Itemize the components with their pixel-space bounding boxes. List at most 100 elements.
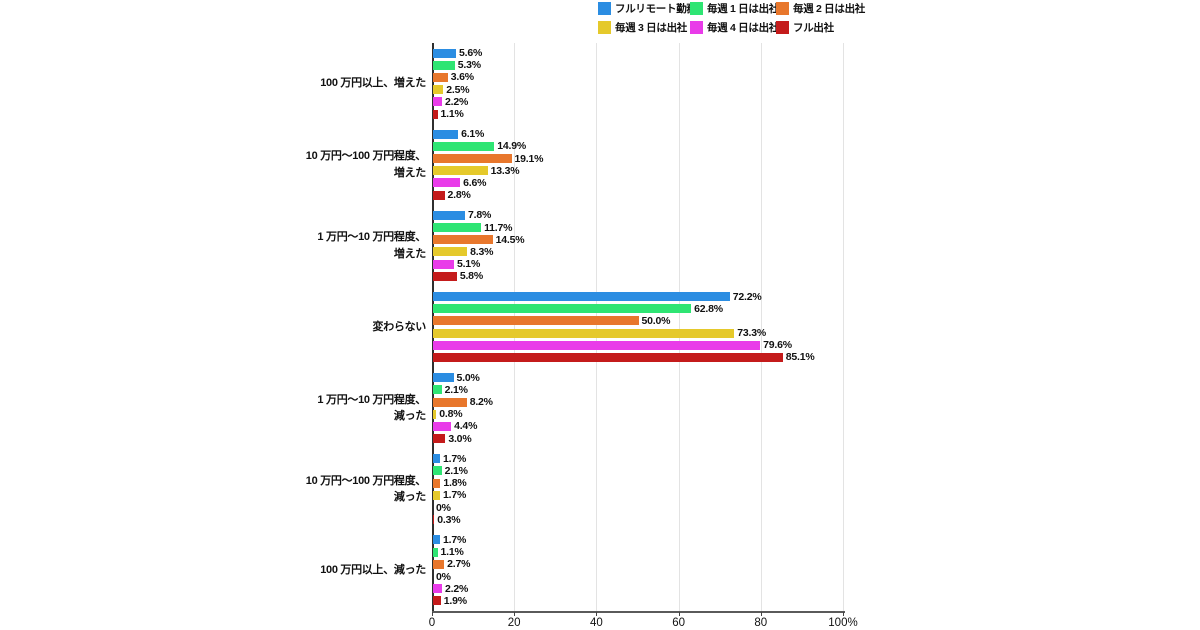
legend: フルリモート勤務 毎週 1 日は出社 毎週 2 日は出社 毎週 3 日は出社 毎週 4 … — [598, 1, 865, 35]
x-tick-label: 60 — [672, 617, 685, 629]
bar-value-label: 2.7% — [447, 558, 471, 571]
bar-value-label: 0.8% — [439, 408, 463, 421]
bar-group: 6.1% 14.9% 19.1% 13.3% 6.6% 2.8% — [433, 124, 984, 205]
legend-swatch — [598, 21, 611, 34]
bar-value-label: 85.1% — [785, 351, 815, 364]
bar-value-label: 14.5% — [495, 233, 525, 246]
bar-value-label: 1.9% — [443, 594, 467, 607]
bar — [433, 48, 457, 58]
legend-label: 毎週 2 日は出社 — [793, 3, 865, 15]
bar-row: 2.8% — [433, 189, 984, 201]
bar — [433, 409, 437, 419]
bar-row: 1.8% — [433, 477, 984, 489]
bar-value-label: 7.8% — [468, 209, 492, 222]
legend-item: 毎週 2 日は出社 — [776, 1, 865, 16]
bar-row: 62.8% — [433, 303, 984, 315]
bar — [433, 235, 493, 245]
category-label: 100 万円以上、増えた — [86, 43, 426, 124]
bar — [433, 292, 730, 302]
bar-value-label: 0% — [436, 570, 451, 583]
bar-row: 19.1% — [433, 153, 984, 165]
gridline — [843, 43, 844, 611]
bar-row: 79.6% — [433, 339, 984, 351]
bar — [433, 109, 438, 119]
bar-value-label: 72.2% — [732, 290, 762, 303]
bar-value-label: 8.2% — [469, 396, 493, 409]
axis-tick — [843, 612, 844, 616]
bar-value-label: 73.3% — [737, 327, 767, 340]
bar — [433, 72, 448, 82]
bar — [433, 490, 440, 500]
bar — [433, 154, 512, 164]
bar-row: 72.2% — [433, 290, 984, 303]
bar-row: 7.8% — [433, 209, 984, 221]
bar-row: 1.7% — [433, 489, 984, 501]
bar-row: 5.8% — [433, 270, 984, 282]
category-label-line: 100 万円以上、減った — [320, 564, 426, 577]
bar-value-label: 11.7% — [484, 221, 513, 234]
x-tick-label: 80 — [754, 617, 768, 629]
bar-value-label: 2.5% — [446, 83, 470, 96]
bar-value-label: 14.9% — [497, 140, 527, 153]
bar — [433, 316, 639, 326]
bar-row: 0.3% — [433, 514, 984, 526]
axis-tick — [514, 612, 516, 616]
bar-row: 50.0% — [433, 315, 984, 327]
bar-value-label: 5.6% — [459, 47, 483, 60]
bar — [433, 60, 455, 70]
x-tick-label: 20 — [507, 617, 521, 629]
bar-value-label: 5.3% — [457, 59, 481, 72]
category-label-line: 1 万円〜10 万円程度、 — [317, 393, 426, 406]
bar-group: 1.7% 2.1% 1.8% 1.7% 0% 0.3% — [433, 449, 984, 530]
bar — [433, 271, 457, 281]
bar — [433, 454, 440, 464]
bar-value-label: 2.1% — [444, 464, 468, 477]
axis-tick — [678, 612, 680, 616]
bar — [433, 466, 442, 476]
axis-tick — [596, 612, 598, 616]
bar-row: 5.6% — [433, 47, 984, 59]
bar-row: 13.3% — [433, 165, 984, 177]
legend-swatch — [776, 2, 789, 15]
bar-row: 14.5% — [433, 234, 984, 246]
bar-row: 2.1% — [433, 384, 984, 396]
bar-value-label: 3.0% — [448, 432, 472, 445]
legend-label: フルリモート勤務 — [615, 3, 697, 15]
legend-swatch — [690, 2, 703, 15]
bar-group: 7.8% 11.7% 14.5% 8.3% 5.1% 5.8% — [433, 205, 984, 286]
gridline — [678, 43, 680, 611]
category-label: 1 万円〜10 万円程度、 増えた — [86, 205, 426, 286]
bar-value-label: 62.8% — [694, 302, 723, 315]
bar-row: 1.1% — [433, 108, 984, 120]
category-label-line: 減った — [393, 491, 426, 504]
bar — [433, 210, 466, 220]
bar-value-label: 6.6% — [463, 176, 487, 189]
category-label-line: 1 万円〜10 万円程度、 — [317, 231, 426, 244]
bar — [433, 340, 761, 350]
bar-row: 73.3% — [433, 327, 984, 339]
legend-item: フルリモート勤務 — [598, 1, 697, 16]
bar — [433, 434, 446, 444]
bar-value-label: 5.8% — [459, 270, 483, 283]
bar-value-label: 2.2% — [445, 582, 469, 595]
bar-value-label: 5.1% — [456, 258, 481, 271]
bar-value-label: 5.0% — [456, 371, 480, 384]
bar-row: 8.3% — [433, 246, 984, 258]
bar-row: 2.7% — [433, 558, 984, 570]
category-label-line: 100 万円以上、増えた — [320, 77, 426, 90]
bar — [433, 141, 495, 151]
bar-row: 3.6% — [433, 71, 984, 83]
legend-label: フル出社 — [793, 22, 834, 34]
bar-group: 1.7% 1.1% 2.7% 0% 2.2% 1.9% — [433, 530, 984, 611]
bar-row: 11.7% — [433, 221, 984, 234]
legend-swatch — [690, 21, 703, 34]
bar-row: 2.5% — [433, 84, 984, 96]
bar-value-label: 4.4% — [454, 420, 478, 433]
bar — [433, 535, 440, 545]
bar-value-label: 13.3% — [490, 164, 520, 177]
y-axis-line — [432, 43, 434, 611]
legend-item: 毎週 4 日は出社 — [690, 20, 779, 35]
x-tick-label: 40 — [589, 617, 603, 629]
